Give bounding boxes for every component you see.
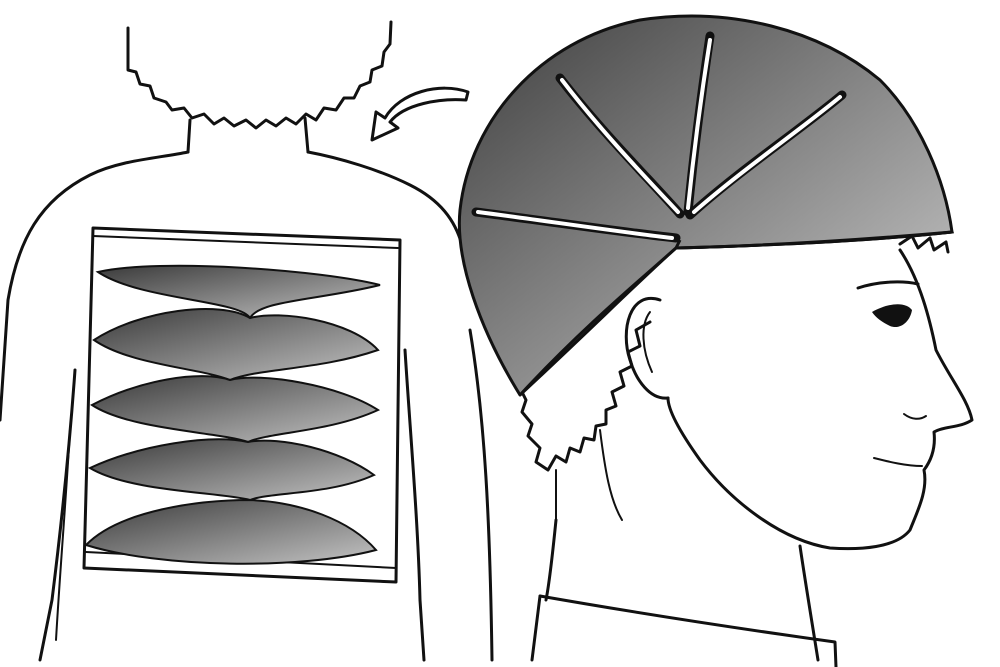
curved-arrow-icon — [370, 86, 470, 142]
side-hair-back — [518, 320, 652, 472]
side-ear — [624, 296, 670, 400]
panel-section-row-1 — [95, 264, 381, 321]
cap-parting-2-inner — [560, 78, 680, 214]
side-sectioned-cap — [457, 14, 955, 397]
side-shoulder — [538, 594, 838, 667]
side-eyebrow — [856, 280, 920, 290]
back-shoulders-right — [306, 150, 464, 247]
back-arm-right — [468, 328, 494, 662]
panel-top-band — [92, 235, 399, 249]
panel-section-row-5 — [84, 498, 378, 565]
side-nostril — [903, 413, 927, 420]
side-neck-back — [544, 518, 558, 602]
side-view — [457, 14, 974, 667]
back-arm-left-inner — [55, 429, 71, 641]
cap-parting-1-inner — [476, 210, 674, 240]
side-neck-front — [798, 544, 820, 662]
cap-parting-3-inner — [686, 38, 712, 210]
back-sectioning-panel — [82, 226, 402, 584]
back-torso-left — [38, 368, 77, 662]
side-eye — [872, 304, 912, 328]
cap-parting-5 — [518, 246, 677, 397]
panel-section-row-3 — [90, 375, 381, 444]
cap-parting-4-inner — [692, 95, 842, 214]
panel-frame — [82, 226, 402, 584]
side-hair-front — [898, 234, 950, 254]
back-torso-right — [403, 348, 426, 662]
back-head-outline — [126, 20, 393, 130]
panel-section-row-2 — [92, 308, 380, 382]
panel-section-row-4 — [87, 438, 376, 502]
side-ear-inner — [642, 311, 653, 373]
back-view — [0, 20, 494, 662]
cap-parting-6 — [675, 230, 953, 250]
side-mouth — [873, 457, 923, 467]
side-hair-lower — [555, 429, 623, 521]
side-face-profile — [666, 248, 974, 551]
back-neck — [186, 116, 310, 154]
back-shoulders — [0, 150, 190, 422]
side-shoulder-back — [530, 594, 542, 662]
